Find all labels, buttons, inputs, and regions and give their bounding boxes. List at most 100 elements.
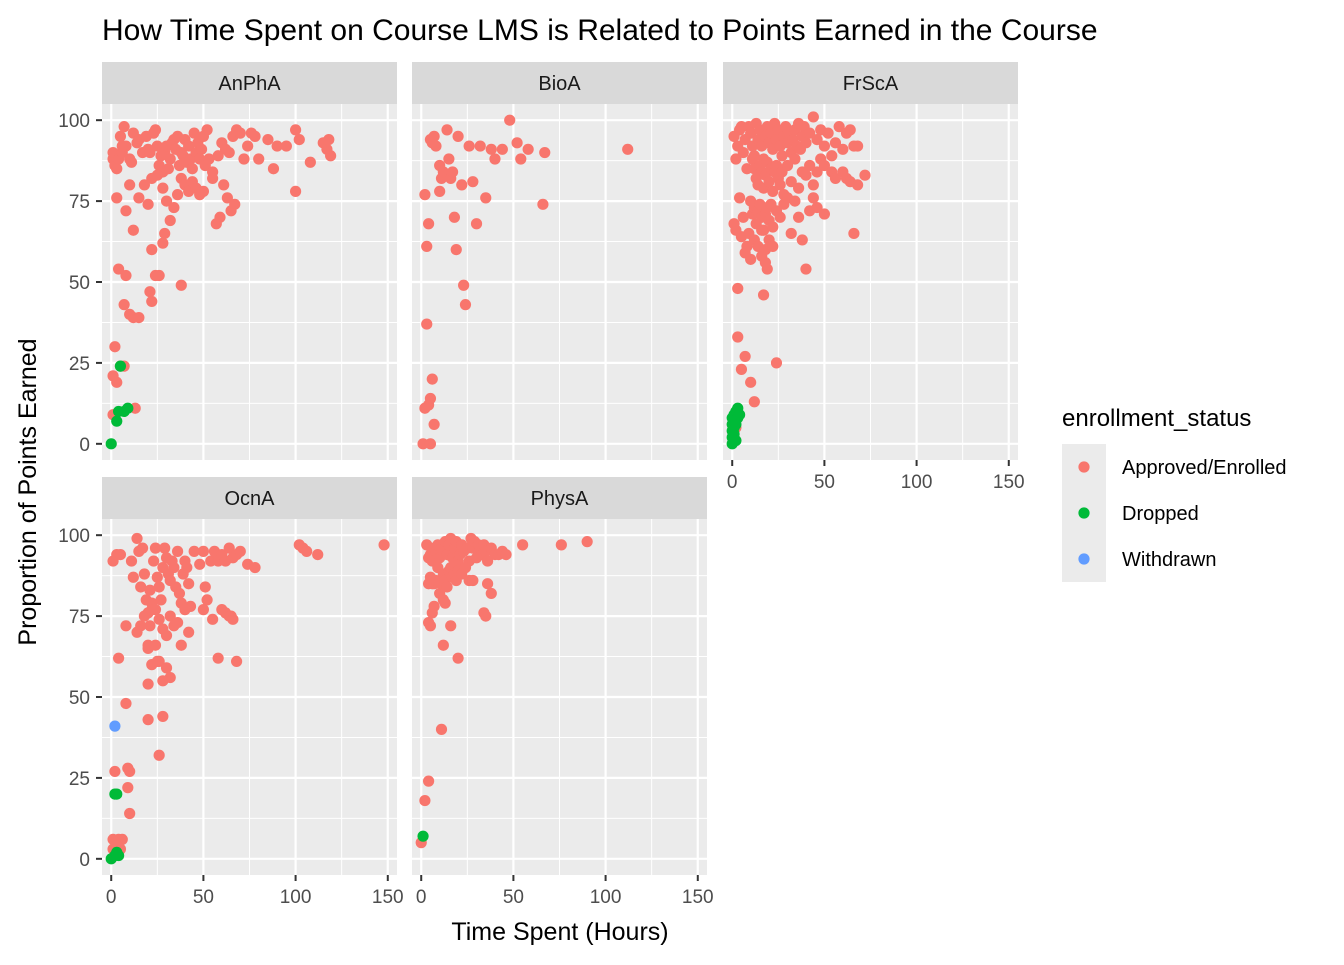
data-point: [122, 402, 134, 414]
data-point: [822, 127, 834, 139]
y-tick-label: 0: [79, 850, 90, 871]
data-point: [745, 127, 757, 139]
data-point: [207, 172, 219, 185]
data-point: [157, 675, 169, 687]
data-point: [267, 163, 280, 175]
data-point: [422, 775, 435, 787]
data-point: [157, 182, 169, 194]
facet-strip-label: FrScA: [843, 73, 899, 95]
data-point: [804, 159, 816, 172]
data-point: [164, 153, 176, 165]
data-point: [271, 140, 283, 152]
data-point: [770, 357, 783, 369]
data-point: [437, 166, 449, 178]
data-point: [774, 179, 786, 191]
y-tick-label: 25: [69, 769, 90, 790]
data-point: [201, 594, 213, 606]
data-point: [194, 558, 206, 570]
data-point: [818, 208, 831, 220]
data-point: [125, 156, 138, 168]
data-point: [162, 163, 174, 175]
data-point: [149, 639, 162, 651]
data-point: [622, 143, 634, 155]
legend-title: enrollment_status: [1062, 405, 1251, 432]
data-point: [441, 124, 453, 136]
data-point: [212, 652, 224, 664]
data-point: [759, 256, 772, 269]
data-point: [745, 253, 757, 265]
data-point: [164, 610, 176, 622]
series-dropped: [726, 402, 746, 450]
data-point: [826, 150, 838, 162]
data-point: [280, 140, 292, 152]
data-point: [175, 639, 187, 651]
data-point: [325, 150, 337, 162]
data-point: [785, 176, 797, 188]
data-point: [153, 581, 165, 593]
x-tick-label: 150: [682, 887, 714, 908]
data-point: [555, 539, 567, 551]
data-point: [153, 269, 165, 282]
data-point: [148, 555, 160, 567]
data-point: [179, 604, 191, 616]
data-point: [151, 169, 163, 181]
data-point: [428, 600, 440, 612]
data-point: [434, 185, 446, 197]
data-point: [157, 237, 169, 249]
x-tick-label: 100: [590, 887, 622, 908]
data-point: [227, 613, 239, 625]
data-point: [767, 185, 779, 197]
y-tick-label: 75: [69, 607, 90, 628]
data-point: [439, 597, 451, 609]
facet-panel-anpha: AnPhA 0 25 50 75 100: [58, 62, 397, 460]
data-point: [756, 224, 768, 236]
data-point: [142, 198, 154, 210]
data-point: [201, 124, 213, 136]
data-point: [135, 581, 147, 593]
data-point: [120, 697, 132, 710]
y-tick-label: 100: [58, 111, 90, 132]
data-point: [289, 124, 302, 136]
data-point: [458, 279, 470, 291]
data-point: [435, 723, 448, 735]
x-tick-label: 150: [372, 887, 404, 908]
data-point: [459, 561, 472, 574]
data-point: [183, 140, 195, 152]
data-point: [419, 794, 431, 807]
data-point: [107, 370, 119, 382]
data-point: [253, 153, 265, 165]
data-point: [459, 299, 472, 311]
data-point: [463, 140, 475, 152]
data-point: [733, 409, 746, 421]
data-point: [120, 620, 132, 632]
data-point: [124, 179, 136, 191]
data-point: [757, 289, 770, 301]
data-point: [112, 263, 125, 275]
data-point: [109, 765, 121, 778]
data-point: [480, 192, 492, 204]
data-point: [467, 574, 479, 587]
data-point: [304, 156, 316, 168]
data-point: [125, 555, 138, 567]
facet-panel-bioa: BioA: [412, 62, 707, 460]
data-point: [111, 163, 123, 175]
x-tick-label: 0: [727, 472, 738, 493]
data-point: [767, 221, 779, 233]
data-point: [195, 143, 208, 155]
series-approved-enrolled: [417, 114, 634, 450]
data-point: [112, 652, 125, 664]
data-point: [733, 192, 746, 204]
data-point: [517, 539, 529, 551]
x-tick-label: 50: [503, 887, 524, 908]
data-point: [737, 211, 749, 223]
data-point: [144, 620, 156, 632]
data-point: [249, 130, 261, 142]
data-point: [218, 179, 230, 191]
y-tick-label: 75: [69, 192, 90, 213]
data-point: [212, 150, 224, 162]
data-point: [135, 620, 147, 632]
data-point: [837, 143, 849, 155]
data-point: [500, 549, 512, 561]
data-point: [800, 263, 812, 275]
x-tick-label: 100: [901, 472, 933, 493]
